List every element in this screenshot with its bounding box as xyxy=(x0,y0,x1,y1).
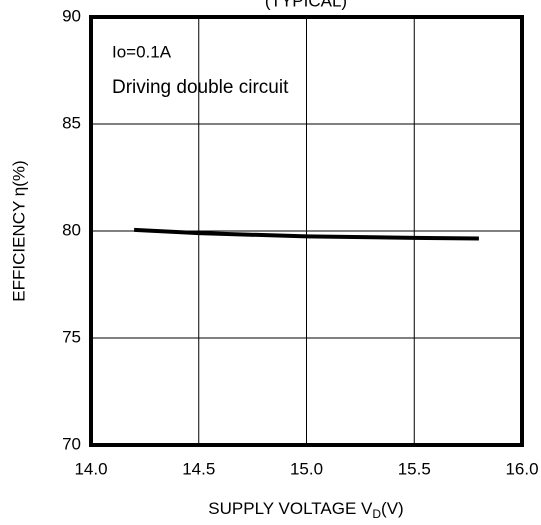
y-tick-label: 70 xyxy=(62,434,81,453)
annotation: Io=0.1A xyxy=(112,42,172,61)
y-tick-label: 80 xyxy=(62,220,81,239)
x-tick-label: 15.5 xyxy=(398,459,431,478)
x-axis-label: SUPPLY VOLTAGE VD(V) xyxy=(208,499,403,521)
y-tick-label: 90 xyxy=(62,6,81,25)
y-axis-label: EFFICIENCY η(%) xyxy=(9,160,28,301)
x-tick-label: 15.0 xyxy=(290,459,323,478)
x-tick-label: 14.0 xyxy=(74,459,107,478)
plot-frame xyxy=(89,15,524,447)
x-tick-label: 16.0 xyxy=(505,459,538,478)
data-line xyxy=(134,227,479,241)
x-tick-label: 14.5 xyxy=(182,459,215,478)
y-tick-label: 75 xyxy=(62,327,81,346)
x-axis-label-suffix: (V) xyxy=(381,499,404,518)
annotation: Driving double circuit xyxy=(112,77,289,98)
x-axis-label-sub: D xyxy=(372,507,381,521)
chart-title: (TYPICAL) xyxy=(265,0,347,10)
y-tick-label: 85 xyxy=(62,113,81,132)
x-axis-label-main: SUPPLY VOLTAGE V xyxy=(208,499,373,518)
